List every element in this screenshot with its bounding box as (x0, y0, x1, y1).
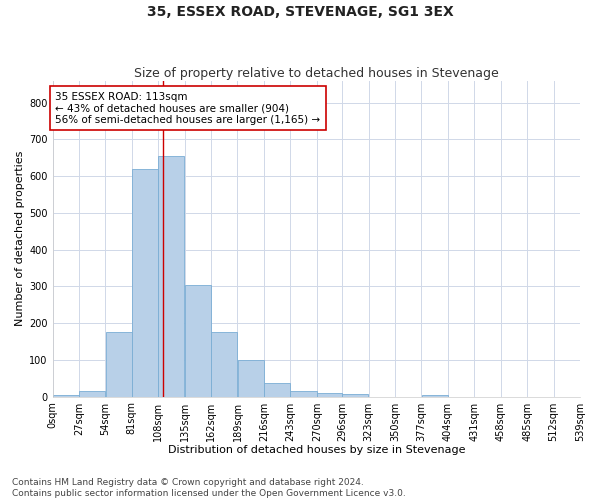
Bar (317, 393, 342, 396)
X-axis label: Distribution of detached houses by size in Stevenage: Distribution of detached houses by size … (167, 445, 465, 455)
Bar (264, 382, 290, 396)
Bar (79, 391, 105, 396)
Bar (343, 394, 368, 396)
Bar (185, 284, 211, 397)
Text: Contains HM Land Registry data © Crown copyright and database right 2024.
Contai: Contains HM Land Registry data © Crown c… (12, 478, 406, 498)
Title: Size of property relative to detached houses in Stevenage: Size of property relative to detached ho… (134, 66, 499, 80)
Bar (106, 332, 131, 396)
Text: 35, ESSEX ROAD, STEVENAGE, SG1 3EX: 35, ESSEX ROAD, STEVENAGE, SG1 3EX (146, 5, 454, 19)
Bar (53, 395, 79, 396)
Bar (422, 395, 448, 396)
Bar (238, 360, 264, 397)
Y-axis label: Number of detached properties: Number of detached properties (15, 151, 25, 326)
Bar (158, 156, 184, 396)
Bar (132, 169, 158, 396)
Text: 35 ESSEX ROAD: 113sqm
← 43% of detached houses are smaller (904)
56% of semi-det: 35 ESSEX ROAD: 113sqm ← 43% of detached … (55, 92, 320, 125)
Bar (290, 391, 317, 396)
Bar (211, 332, 238, 396)
